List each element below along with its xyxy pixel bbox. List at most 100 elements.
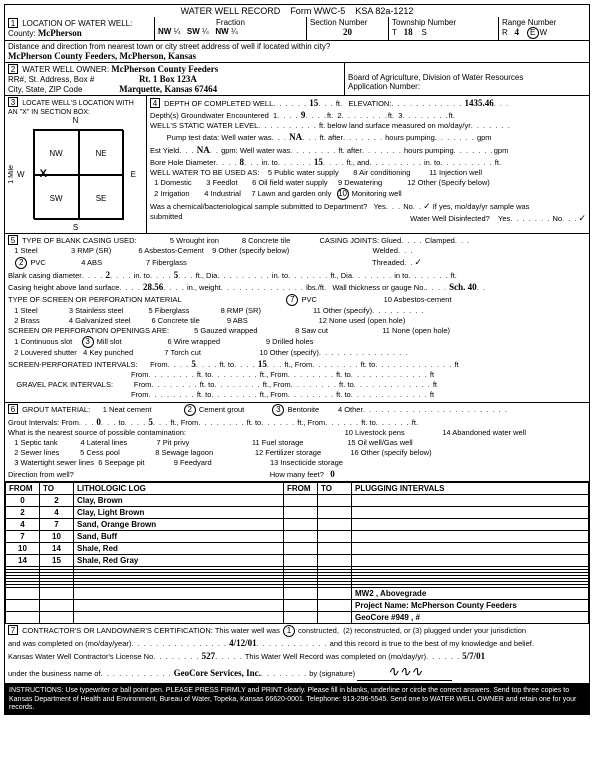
ch-value: 28.56 xyxy=(143,282,163,292)
spi-ft1: ft. xyxy=(220,360,226,369)
disinf-no-check xyxy=(577,214,586,223)
business-label: under the business name of xyxy=(8,669,101,678)
plug-from-cell xyxy=(284,495,318,507)
opening-5: 5 Gauzed wrapped xyxy=(194,326,257,335)
ifyes-label: If yes, mo/day/yr sample was xyxy=(433,202,530,211)
bcd-into: in. to xyxy=(134,271,150,280)
grout-1: 1 Neat cement xyxy=(103,405,152,414)
township-t: T xyxy=(392,28,397,37)
quadrant-nw: NW xyxy=(34,130,79,175)
section-box: X NW NE SW SE xyxy=(33,129,123,219)
frac-1a: NW xyxy=(158,27,171,36)
gi-ft3: ft. to xyxy=(361,418,376,427)
section-7-label: CONTRACTOR'S OR LANDOWNER'S CERTIFICATIO… xyxy=(22,626,280,635)
plug-to-cell xyxy=(318,507,352,519)
screen-1: 1 Steel xyxy=(14,306,37,315)
cert-1-label: constructed, xyxy=(298,626,339,635)
chem-no-check xyxy=(422,202,431,211)
plug-from-cell xyxy=(284,507,318,519)
section-number-value: 20 xyxy=(310,27,385,37)
pump-label: Pump test data: Well water was xyxy=(167,133,272,142)
form-ksa: KSA 82a-1212 xyxy=(355,6,413,16)
mile-label: 1 Mile xyxy=(8,165,15,184)
pump-hours: hours pumping xyxy=(385,133,435,142)
instructions-footer: INSTRUCTIONS: Use typewriter or ball poi… xyxy=(5,684,589,714)
contam-1: 1 Septic tank xyxy=(14,438,57,447)
screen-10: 10 Asbestos-cement xyxy=(384,295,452,304)
use-8: 8 Air conditioning xyxy=(353,168,410,177)
pump-na: NA xyxy=(289,132,302,142)
bcd-in3: in to xyxy=(394,271,408,280)
county-label: County: xyxy=(8,29,36,38)
quadrant-se: SE xyxy=(79,175,124,220)
litho-desc-cell: Shale, Red Gray xyxy=(74,555,284,567)
gw-label: Depth(s) Groundwater Encountered xyxy=(150,111,269,120)
litho-row: 710Sand, Buff xyxy=(6,531,589,543)
plug-desc-cell xyxy=(352,555,589,567)
frac-2a: SW xyxy=(187,27,200,36)
litho-meta-row-1: MW2 , Abovegrade xyxy=(6,588,589,600)
section-number-label: Section Number xyxy=(310,18,385,27)
cert-1-circle: 1 xyxy=(283,625,295,637)
form-title: WATER WELL RECORD xyxy=(181,6,281,16)
bcd-ft2: ft., Dia xyxy=(330,271,352,280)
section-5-label: TYPE OF BLANK CASING USED: xyxy=(22,236,137,245)
chem-no: No xyxy=(403,202,413,211)
record-true-label: and this record is true to the best of m… xyxy=(330,639,534,648)
gi-label: Grout Intervals: From xyxy=(8,418,79,427)
spi-ftR2: ft xyxy=(430,370,434,379)
bcd-in2: in. to xyxy=(272,271,288,280)
spi-ft5: ft. xyxy=(260,370,266,379)
est-after: ft. after xyxy=(338,146,361,155)
litho-from-cell: 7 xyxy=(6,531,40,543)
casing-5: 5 Wrought iron xyxy=(170,236,219,245)
section-6-label: GROUT MATERIAL: xyxy=(22,405,90,414)
section-2-row: 2 WATER WELL OWNER: McPherson County Fee… xyxy=(5,63,589,96)
township-label: Township Number xyxy=(392,18,495,27)
static-label: WELL'S STATIC WATER LEVEL xyxy=(150,121,258,130)
direction-label: Direction from well? xyxy=(8,470,74,479)
litho-from-cell: 2 xyxy=(6,507,40,519)
gpi-ftR2: ft xyxy=(430,390,434,399)
spi-ft3: ft. xyxy=(361,360,367,369)
plug-from-cell xyxy=(284,531,318,543)
contam-8: 8 Sewage lagoon xyxy=(155,448,213,457)
spi-from: From xyxy=(150,360,168,369)
section-7-row: 7 CONTRACTOR'S OR LANDOWNER'S CERTIFICAT… xyxy=(5,624,589,684)
litho-row: 1415Shale, Red Gray xyxy=(6,555,589,567)
distance-value: McPherson County Feeders, McPherson, Kan… xyxy=(8,51,196,61)
est-na: NA xyxy=(197,145,210,155)
spi-to-v: 15 xyxy=(258,359,267,369)
bore-2: 15 xyxy=(314,157,323,167)
spi-ft4: ft. xyxy=(197,370,203,379)
static-unit: ft. below land surface measured on mo/da… xyxy=(319,121,471,130)
howmany-label: How many feet? xyxy=(270,470,324,479)
bcd-label: Blank casing diameter xyxy=(8,271,82,280)
addr-label: RR#, St. Address, Box # xyxy=(8,75,94,84)
chem-label: Was a chemical/bacteriological sample su… xyxy=(150,202,367,211)
plug-desc-cell xyxy=(352,519,589,531)
ch-lbs: lbs./ft. xyxy=(306,283,326,292)
casing-4: 4 ABS xyxy=(81,258,102,267)
section-2-label: WATER WELL OWNER: xyxy=(22,65,109,74)
section-7-number: 7 xyxy=(8,625,18,635)
casing-6: 6 Asbestos-Cement xyxy=(138,246,203,255)
section-5-number: 5 xyxy=(8,235,18,245)
range-ew-circle: E xyxy=(527,27,539,39)
plug-desc-cell xyxy=(352,543,589,555)
litho-meta-2: Project Name: McPherson County Feeders xyxy=(352,600,589,612)
gi-ft: ft., From xyxy=(170,418,198,427)
screen-7-circle: 7 xyxy=(286,294,298,306)
litho-from-cell: 14 xyxy=(6,555,40,567)
compass-s: S xyxy=(8,223,143,232)
screen-2: 2 Brass xyxy=(14,316,39,325)
cert-2-3: (2) reconstructed, or (3) plugged under … xyxy=(343,626,526,635)
section-2-number: 2 xyxy=(8,64,18,74)
opening-3-label: Mill slot xyxy=(97,337,122,346)
gpi-ftR: ft xyxy=(433,380,437,389)
litho-to-cell: 2 xyxy=(40,495,74,507)
distance-row: Distance and direction from nearest town… xyxy=(5,41,589,63)
plug-to-cell xyxy=(318,519,352,531)
litho-to-cell: 7 xyxy=(40,519,74,531)
casing-8: 8 Concrete tile xyxy=(242,236,290,245)
